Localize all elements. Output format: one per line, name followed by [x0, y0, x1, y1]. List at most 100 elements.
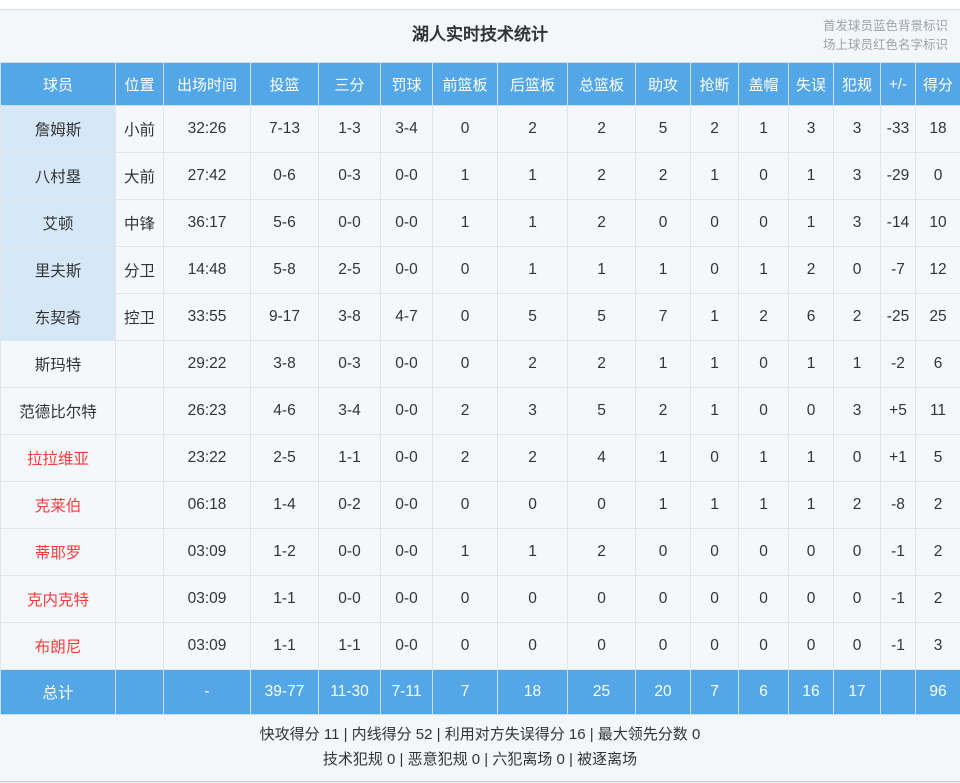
stat-cell: 3 [833, 152, 881, 200]
stat-cell: 0 [690, 199, 739, 247]
stat-cell: 7-13 [250, 105, 319, 153]
stat-cell: 0 [690, 622, 739, 670]
stat-cell: 1-4 [250, 481, 319, 529]
stat-cell: 0 [432, 481, 498, 529]
stat-cell: 3 [833, 199, 881, 247]
stat-cell: 11 [915, 387, 960, 435]
stat-cell: 0 [833, 246, 881, 294]
stat-cell: 1-1 [250, 575, 319, 623]
column-header: 得分 [915, 62, 960, 106]
stat-cell: 0 [738, 528, 789, 576]
stat-cell: 36:17 [163, 199, 251, 247]
stat-cell: 5-8 [250, 246, 319, 294]
player-row: 詹姆斯 小前 32:26 7-13 1-3 3-4 0 2 2 5 2 1 3 3 -33 18 [0, 105, 960, 153]
stat-cell: 1 [690, 387, 739, 435]
stat-cell: 2 [497, 434, 568, 482]
totals-label-cell: 总计 [0, 669, 116, 715]
stat-cell [115, 387, 164, 435]
stat-cell: 0-0 [380, 622, 433, 670]
stat-cell: 0-0 [380, 340, 433, 388]
totals-row: 总计 -39-77 11-30 7-11 7 18 25 20 7 6 16 17 96 [0, 669, 960, 715]
stat-cell: 0-3 [318, 340, 381, 388]
stat-cell: 1 [497, 528, 568, 576]
stat-cell: 0 [833, 575, 881, 623]
stat-cell: 0-3 [318, 152, 381, 200]
stat-cell: 0 [497, 622, 568, 670]
stat-cell: 3 [497, 387, 568, 435]
title-bar: 湖人实时技术统计 首发球员蓝色背景标识 场上球员红色名字标识 [0, 10, 960, 62]
stat-cell [115, 575, 164, 623]
stat-cell: 1 [690, 293, 739, 341]
stat-cell: 2 [915, 481, 960, 529]
stat-cell: 0 [432, 246, 498, 294]
stat-cell: 0 [738, 622, 789, 670]
stat-cell: 0 [833, 434, 881, 482]
stat-cell: 0 [635, 575, 691, 623]
stat-cell: -25 [880, 293, 916, 341]
player-row: 里夫斯 分卫 14:48 5-8 2-5 0-0 0 1 1 1 0 1 2 0 -7 12 [0, 246, 960, 294]
stat-cell: 5 [635, 105, 691, 153]
legend-starter-note: 首发球员蓝色背景标识 [822, 19, 948, 33]
stat-cell: -8 [880, 481, 916, 529]
stat-cell: 6 [788, 293, 834, 341]
stat-cell: 1-1 [318, 622, 381, 670]
column-header: 总篮板 [567, 62, 636, 106]
stat-cell: 0 [738, 387, 789, 435]
player-name-cell: 东契奇 [0, 293, 116, 341]
stat-cell: 33:55 [163, 293, 251, 341]
stat-cell: 1 [788, 434, 834, 482]
stat-cell: 1-1 [318, 434, 381, 482]
stat-cell: 2 [635, 152, 691, 200]
stat-cell: 0-0 [380, 152, 433, 200]
player-name-cell: 艾顿 [0, 199, 116, 247]
stat-cell: 0 [833, 528, 881, 576]
stat-cell: 1 [788, 152, 834, 200]
stat-cell: 6 [915, 340, 960, 388]
stat-cell: 3 [833, 387, 881, 435]
stat-cell: 23:22 [163, 434, 251, 482]
stat-cell: 0 [788, 622, 834, 670]
column-header: 失误 [788, 62, 834, 106]
stat-cell: 2 [567, 199, 636, 247]
stat-cell: 2-5 [250, 434, 319, 482]
stat-cell: 5 [567, 293, 636, 341]
player-name-cell: 克莱伯 [0, 481, 116, 529]
stat-cell: 0 [788, 387, 834, 435]
footer-line-1: 快攻得分 11 | 内线得分 52 | 利用对方失误得分 16 | 最大领先分数… [259, 726, 701, 743]
stat-cell: 2 [432, 387, 498, 435]
stat-cell: 3 [833, 105, 881, 153]
stat-cell: 1 [738, 246, 789, 294]
totals-stat-cell: 18 [497, 669, 568, 715]
stat-cell: 0-6 [250, 152, 319, 200]
stat-cell: -2 [880, 340, 916, 388]
stat-cell: 27:42 [163, 152, 251, 200]
totals-stat-cell: - [163, 669, 251, 715]
player-name-cell: 蒂耶罗 [0, 528, 116, 576]
stat-cell: 03:09 [163, 622, 251, 670]
stat-cell: 1-1 [250, 622, 319, 670]
stat-cell: 0-0 [380, 199, 433, 247]
stats-panel: 湖人实时技术统计 首发球员蓝色背景标识 场上球员红色名字标识 球员 位置 出场时间投… [0, 10, 960, 782]
stat-cell: 2 [915, 575, 960, 623]
stat-cell: 0 [567, 575, 636, 623]
player-row: 拉拉维亚 23:22 2-5 1-1 0-0 2 2 4 1 0 1 1 0 +1 5 [0, 434, 960, 482]
stat-cell: 4 [567, 434, 636, 482]
stat-cell: 4-6 [250, 387, 319, 435]
stat-cell [115, 622, 164, 670]
player-name-cell: 拉拉维亚 [0, 434, 116, 482]
stat-cell: 1 [788, 199, 834, 247]
stat-cell: 2 [567, 105, 636, 153]
stat-cell: 06:18 [163, 481, 251, 529]
stat-cell: 0 [788, 575, 834, 623]
stat-cell: 0-0 [318, 199, 381, 247]
stat-cell: 0 [497, 575, 568, 623]
stat-cell: 0 [738, 152, 789, 200]
stat-cell: 03:09 [163, 575, 251, 623]
stat-cell: 2 [567, 152, 636, 200]
player-row: 范德比尔特 26:23 4-6 3-4 0-0 2 3 5 2 1 0 0 3 +5 11 [0, 387, 960, 435]
stat-cell: 12 [915, 246, 960, 294]
stat-cell: 1 [497, 246, 568, 294]
player-name-cell: 克内克特 [0, 575, 116, 623]
totals-stat-cell: 6 [738, 669, 789, 715]
player-row: 东契奇 控卫 33:55 9-17 3-8 4-7 0 5 5 7 1 2 6 2 -25 25 [0, 293, 960, 341]
